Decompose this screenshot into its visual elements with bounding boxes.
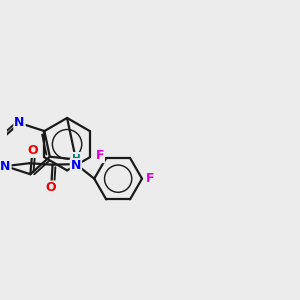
Text: H: H bbox=[71, 154, 80, 164]
Text: F: F bbox=[95, 149, 104, 162]
Text: N: N bbox=[0, 160, 11, 172]
Text: O: O bbox=[46, 182, 56, 194]
Text: O: O bbox=[27, 144, 38, 157]
Text: F: F bbox=[146, 172, 154, 185]
Text: N: N bbox=[71, 159, 81, 172]
Text: N: N bbox=[14, 116, 25, 130]
Text: S: S bbox=[71, 153, 80, 166]
